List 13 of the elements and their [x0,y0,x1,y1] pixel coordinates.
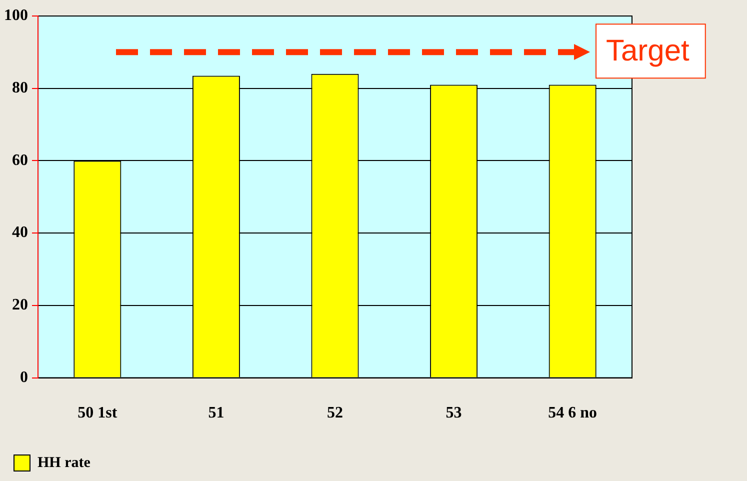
y-tick-label: 80 [12,80,28,96]
x-tick-label: 50 1st [78,404,118,422]
y-tick-label: 20 [12,296,28,314]
y-tick-label: 0 [20,368,28,386]
legend-label: HH rate [38,454,91,471]
y-tick-label: 60 [12,152,28,169]
x-tick-label: 51 [208,404,224,422]
ref-line-label: Target [606,34,690,68]
y-tick-label: 100 [4,7,28,24]
x-tick-label: 52 [327,404,343,422]
x-tick-label: 53 [446,404,462,422]
x-tick-label: 54 6 no [548,404,598,422]
y-tick-label: 40 [12,224,28,242]
